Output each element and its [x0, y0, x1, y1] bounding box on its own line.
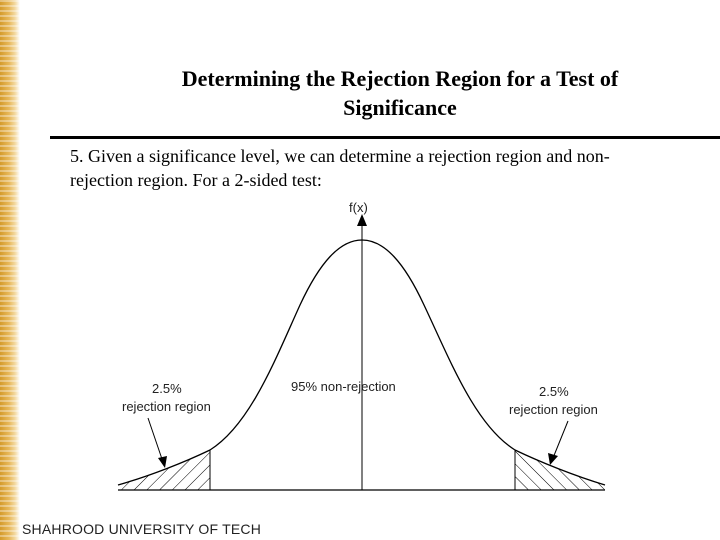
bell-curve	[117, 239, 606, 486]
center-region-label: 95% non-rejection	[291, 379, 396, 394]
right-region-label: rejection region	[509, 402, 598, 417]
right-rejection-hatch	[515, 450, 605, 490]
body-line-1: 5. Given a significance level, we can de…	[70, 146, 610, 166]
left-percent-label: 2.5%	[152, 381, 182, 396]
slide-title-line-1: Determining the Rejection Region for a T…	[181, 66, 619, 91]
right-arrowhead-icon	[548, 453, 558, 465]
slide-body-text: 5. Given a significance level, we can de…	[70, 144, 690, 192]
decorative-side-strip	[0, 0, 20, 540]
footer-university: SHAHROOD UNIVERSITY OF TECH	[22, 521, 262, 537]
title-divider	[50, 136, 720, 139]
right-pointer-arrow	[552, 420, 569, 459]
left-region-label: rejection region	[122, 399, 211, 414]
left-arrowhead-icon	[158, 456, 167, 468]
y-axis-arrow-icon	[357, 214, 367, 226]
body-line-2: rejection region. For a 2-sided test:	[70, 170, 322, 190]
slide-title: Determining the Rejection Region for a T…	[100, 64, 700, 122]
left-pointer-arrow	[147, 417, 164, 463]
right-percent-label: 2.5%	[539, 384, 569, 399]
slide-title-line-2: Significance	[343, 95, 457, 120]
axis-label-fx: f(x)	[349, 200, 368, 215]
